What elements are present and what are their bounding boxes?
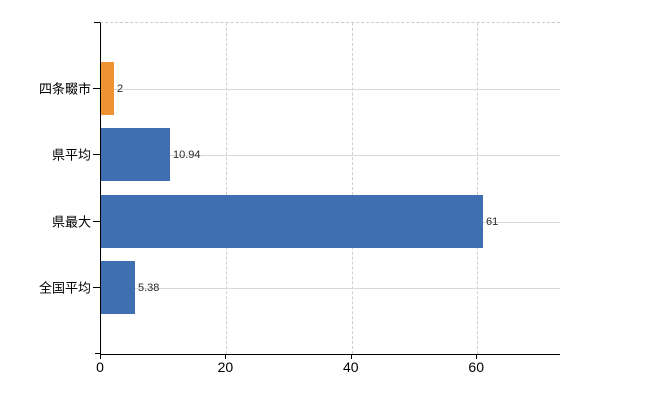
plot-area: 2 10.94 61 5.38 [100, 22, 560, 355]
bar [101, 128, 170, 181]
bar [101, 195, 483, 248]
bar-value-label: 61 [486, 216, 499, 228]
y-axis-tick [93, 287, 100, 288]
y-axis-category-label: 県平均 [51, 147, 91, 163]
y-axis-tick [93, 154, 100, 155]
gridline-horizontal [101, 288, 560, 289]
x-axis-tick-label: 0 [96, 359, 104, 375]
y-axis-tick [93, 88, 100, 89]
x-axis-tick [225, 354, 227, 359]
bar-value-label: 10.94 [173, 149, 201, 161]
y-axis-category-label: 全国平均 [38, 280, 91, 296]
y-axis-category-label: 県最大 [51, 214, 91, 230]
bar [101, 62, 114, 115]
x-axis-tick-label: 40 [343, 359, 359, 375]
bar-value-label: 2 [117, 83, 124, 95]
gridline-vertical [477, 23, 479, 354]
y-axis-top-tick [94, 22, 100, 23]
x-axis-tick [350, 354, 352, 359]
gridline-vertical [226, 23, 228, 354]
y-axis-tick [93, 221, 100, 222]
gridline-horizontal [101, 155, 560, 156]
x-axis-overhang [95, 353, 100, 354]
gridline-horizontal [101, 89, 560, 90]
y-axis-category-label: 四条畷市 [38, 81, 91, 97]
x-axis-tick [476, 354, 478, 359]
bar-value-label: 5.38 [138, 282, 160, 294]
x-axis-tick-label: 60 [468, 359, 484, 375]
bar [101, 261, 135, 314]
x-axis-tick-label: 20 [217, 359, 234, 375]
gridline-vertical [351, 23, 353, 354]
x-axis-tick [100, 354, 101, 359]
